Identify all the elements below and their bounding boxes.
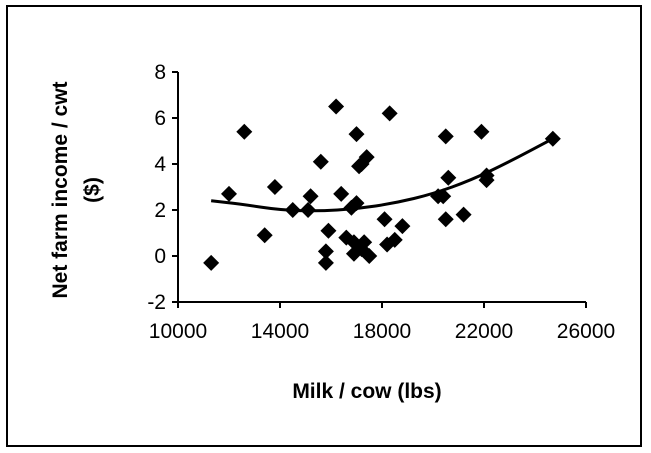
y-axis-title-line2: ($)	[81, 177, 104, 203]
tick-labels: -2 0 2 4 6 8 10000 14000 18000 22000 26000	[147, 61, 615, 343]
data-point	[348, 195, 365, 212]
data-point	[381, 105, 398, 122]
data-point	[356, 234, 373, 251]
data-point	[333, 185, 350, 202]
data-point	[348, 126, 365, 143]
data-point	[437, 128, 454, 145]
data-point	[266, 179, 283, 195]
data-point	[284, 202, 301, 218]
data-point	[386, 231, 403, 248]
y-axis-title-line1: Net farm income / cwt	[49, 81, 72, 298]
data-point	[312, 153, 329, 170]
data-point	[361, 248, 378, 264]
data-point	[435, 188, 452, 205]
chart-frame	[6, 5, 642, 447]
x-tick-label: 22000	[455, 320, 513, 343]
x-tick-label: 10000	[149, 320, 207, 343]
x-tick-label: 26000	[557, 320, 615, 343]
data-point	[358, 149, 375, 166]
data-point	[320, 222, 337, 239]
trendline	[210, 137, 554, 213]
data-point	[376, 211, 393, 228]
data-point	[328, 98, 345, 115]
y-tick-label: 0	[154, 245, 166, 268]
data-point	[455, 206, 472, 223]
data-point	[473, 123, 490, 140]
y-tick-label: 2	[154, 199, 166, 222]
data-point	[221, 185, 237, 202]
y-tick-label: 8	[154, 61, 166, 84]
data-point	[544, 130, 561, 147]
y-tick-label: 6	[154, 107, 166, 130]
data-point	[478, 167, 495, 184]
y-tick-label: 4	[154, 153, 166, 176]
x-tick-label: 14000	[251, 320, 309, 343]
data-points	[203, 98, 561, 271]
data-point	[317, 254, 334, 271]
data-point	[300, 202, 317, 218]
x-tick-label: 18000	[353, 320, 411, 343]
y-tick-label: -2	[147, 291, 166, 314]
data-point	[394, 218, 411, 235]
x-axis-title: Milk / cow (lbs)	[292, 380, 441, 403]
data-point	[317, 243, 334, 260]
data-point	[302, 188, 319, 205]
data-point	[256, 227, 273, 244]
data-point	[440, 169, 457, 186]
data-point	[437, 211, 454, 228]
axes	[172, 71, 587, 308]
data-point	[203, 254, 220, 271]
trendline-group	[210, 137, 554, 213]
data-point	[236, 123, 253, 140]
